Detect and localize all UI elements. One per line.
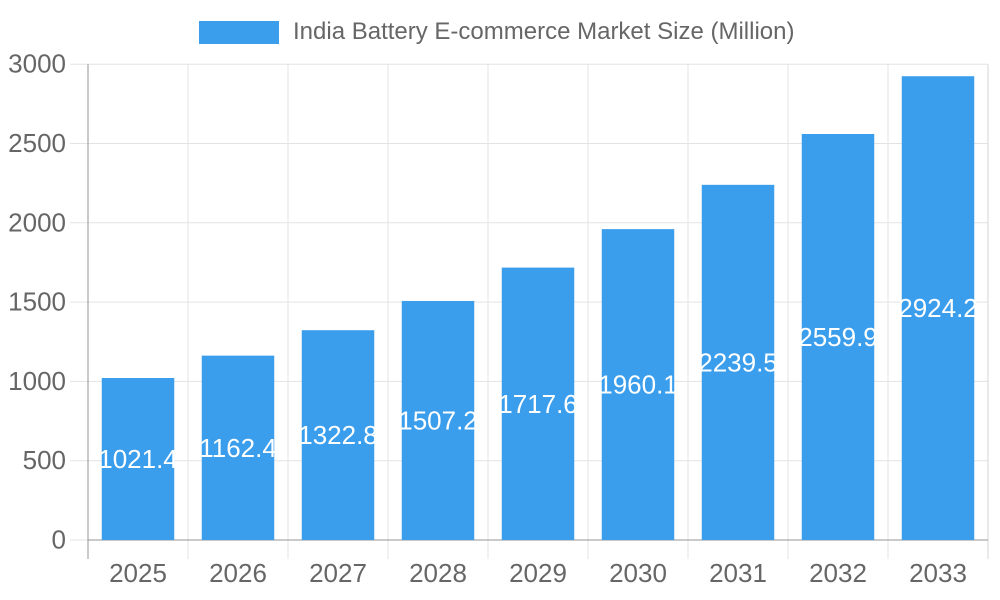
svg-text:1500: 1500 [8, 287, 66, 317]
svg-text:1507.2: 1507.2 [398, 405, 478, 435]
svg-text:1960.1: 1960.1 [598, 370, 678, 400]
svg-text:2500: 2500 [8, 128, 66, 158]
svg-text:0: 0 [52, 525, 66, 555]
svg-text:2028: 2028 [409, 558, 467, 588]
svg-text:2033: 2033 [909, 558, 967, 588]
svg-text:1162.4: 1162.4 [199, 433, 277, 463]
svg-text:1021.4: 1021.4 [98, 444, 178, 474]
svg-text:2239.5: 2239.5 [698, 347, 778, 377]
svg-text:2559.9: 2559.9 [798, 322, 878, 352]
svg-text:1000: 1000 [8, 366, 66, 396]
svg-text:2026: 2026 [209, 558, 267, 588]
svg-text:1717.6: 1717.6 [498, 389, 578, 419]
svg-text:2031: 2031 [709, 558, 767, 588]
svg-text:2029: 2029 [509, 558, 567, 588]
svg-text:500: 500 [23, 445, 66, 475]
svg-text:2000: 2000 [8, 207, 66, 237]
svg-text:3000: 3000 [8, 49, 66, 79]
svg-text:2924.2: 2924.2 [898, 293, 978, 323]
svg-text:2025: 2025 [109, 558, 167, 588]
svg-text:2032: 2032 [809, 558, 867, 588]
svg-text:1322.8: 1322.8 [298, 420, 378, 450]
svg-text:2027: 2027 [309, 558, 367, 588]
svg-text:2030: 2030 [609, 558, 667, 588]
